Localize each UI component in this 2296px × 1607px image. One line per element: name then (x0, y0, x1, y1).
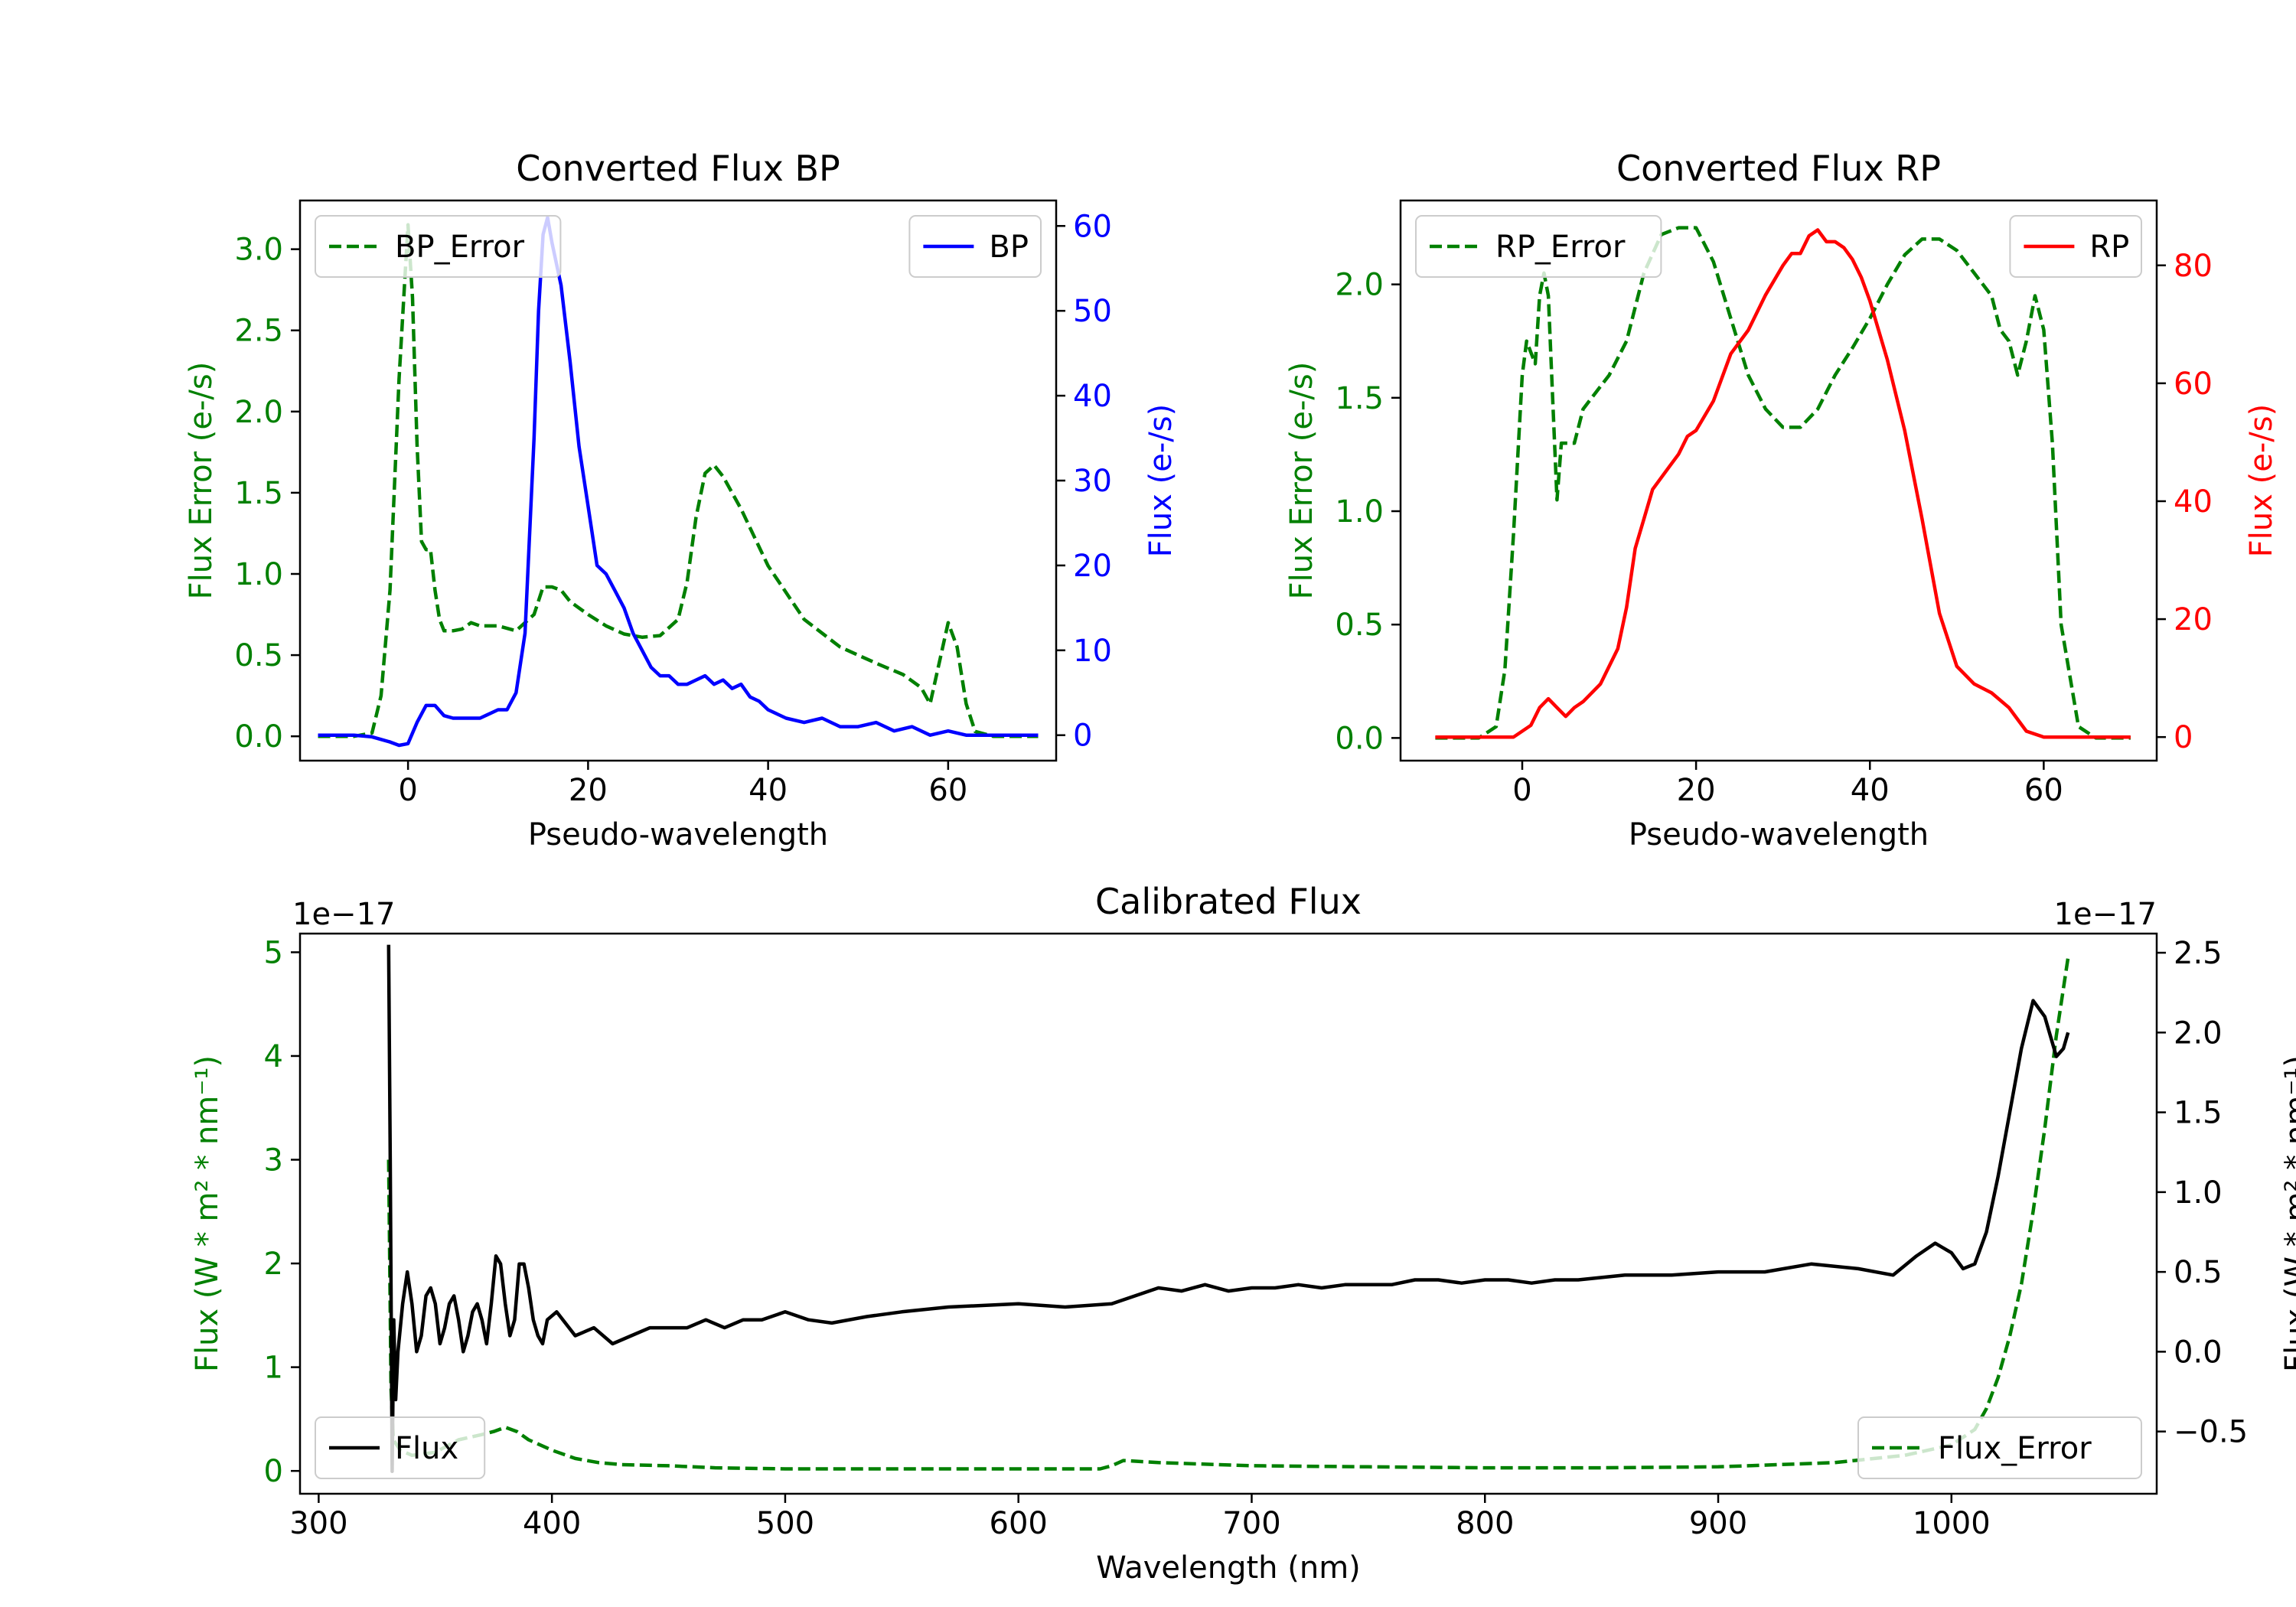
y-left-offset-label: 1e−17 (292, 897, 395, 932)
series-line-bp-error (318, 223, 1039, 738)
x-tick-label: 400 (523, 1506, 581, 1541)
x-tick-label: 500 (756, 1506, 814, 1541)
calibrated-chart: Calibrated Flux 300 400 500 600 700 800 900 1000… (190, 881, 2296, 1586)
y-left-tick-label: 0.0 (1335, 721, 1384, 756)
legend-rp-error: RP_Error (1415, 215, 1662, 278)
x-tick-label: 700 (1222, 1506, 1280, 1541)
legend-box (1857, 1416, 2142, 1479)
y-left-tick-label: 0.0 (234, 719, 283, 755)
x-axis-label: Wavelength (nm) (1096, 1550, 1361, 1586)
y-left-tick-label: 1.0 (1335, 494, 1384, 530)
y-right-tick-label: 60 (1073, 209, 1112, 244)
rp-chart: Converted Flux RP 0 20 40 60 Pseudo-wavelengt… (1284, 148, 2279, 852)
y-right-tick-label: 10 (1073, 634, 1112, 669)
legend-box (1415, 215, 1662, 278)
y-right-tick-label: 50 (1073, 294, 1112, 329)
y-right-tick-label: 20 (2174, 602, 2213, 637)
y-left-tick-label: 4 (264, 1039, 283, 1074)
y-right-tick-label: 2.0 (2174, 1015, 2223, 1051)
x-tick-label: 20 (569, 773, 608, 808)
legend-label: BP_Error (395, 230, 525, 265)
legend-flux-error: Flux_Error (1857, 1416, 2142, 1479)
y-left-tick-label: 2.5 (234, 314, 283, 349)
legend-label: RP (2089, 230, 2129, 265)
y-right-tick-label: 80 (2174, 249, 2213, 284)
y-right-offset-label: 1e−17 (2054, 897, 2157, 932)
legend-bp-error: BP_Error (315, 215, 562, 278)
legend-rp: RP (2009, 215, 2142, 278)
y-left-axis-label: Flux (W * m² * nm⁻¹) (190, 1055, 225, 1372)
y-right-tick-label: 2.5 (2174, 936, 2223, 971)
y-left-tick-label: 1 (264, 1351, 283, 1386)
y-left-tick-label: 0.5 (1335, 608, 1384, 643)
y-left-tick-label: 1.0 (234, 557, 283, 592)
chart-title: Converted Flux BP (516, 148, 840, 189)
legend-box (2009, 215, 2142, 278)
legend-box (315, 215, 562, 278)
y-right-tick-label: 60 (2174, 367, 2213, 402)
x-tick-label: 40 (748, 773, 788, 808)
y-right-tick-label: −0.5 (2174, 1415, 2248, 1450)
y-left-axis-label: Flux Error (e-/s) (184, 362, 219, 600)
series-group (1435, 226, 2131, 740)
legend-label: BP (989, 230, 1029, 265)
legend-label: Flux_Error (1938, 1431, 2092, 1466)
bp-chart: Converted Flux BP 0 20 40 60 Pseudo-wavelengt… (184, 148, 1179, 852)
y-left-tick-label: 2.0 (1335, 268, 1384, 303)
x-tick-label: 900 (1689, 1506, 1747, 1541)
series-group (318, 215, 1039, 748)
x-tick-label: 600 (990, 1506, 1048, 1541)
y-right-tick-label: 0.5 (2174, 1255, 2223, 1290)
plot-frame (1399, 199, 2158, 762)
y-left-tick-label: 2 (264, 1247, 283, 1282)
y-right-tick-label: 1.5 (2174, 1096, 2223, 1131)
y-left-tick-label: 5 (264, 935, 283, 970)
legend-box (315, 1416, 486, 1479)
x-tick-label: 1000 (1913, 1506, 1991, 1541)
x-tick-label: 0 (1512, 773, 1531, 808)
x-axis-label: Pseudo-wavelength (1629, 817, 1929, 852)
y-left-axis-label: Flux Error (e-/s) (1284, 362, 1319, 600)
legend-box (908, 215, 1042, 278)
series-line-rp-error (1435, 226, 2131, 740)
x-tick-label: 800 (1456, 1506, 1514, 1541)
x-tick-label: 20 (1677, 773, 1716, 808)
legend-label: Flux (395, 1431, 458, 1466)
x-axis-label: Pseudo-wavelength (528, 817, 828, 852)
legend-flux: Flux (315, 1416, 486, 1479)
series-line-rp (1435, 228, 2131, 739)
x-tick-label: 300 (289, 1506, 347, 1541)
y-right-tick-label: 40 (2174, 484, 2213, 520)
y-right-axis-label: Flux (e-/s) (2244, 404, 2279, 557)
x-tick-label: 40 (1851, 773, 1890, 808)
legend-label: RP_Error (1495, 230, 1626, 265)
series-line-bp (318, 215, 1039, 748)
y-left-tick-label: 2.0 (234, 395, 283, 430)
y-right-tick-label: 0 (1073, 719, 1092, 754)
y-right-tick-label: 40 (1073, 379, 1112, 414)
y-left-tick-label: 3 (264, 1143, 283, 1178)
y-right-tick-label: 0.0 (2174, 1335, 2223, 1370)
y-right-tick-label: 30 (1073, 464, 1112, 499)
y-right-tick-label: 20 (1073, 549, 1112, 584)
x-tick-label: 60 (2024, 773, 2063, 808)
y-right-axis-label: Flux (W * m² * nm⁻¹) (2279, 1055, 2296, 1372)
y-left-tick-label: 0 (264, 1454, 283, 1489)
y-left-tick-label: 1.5 (234, 476, 283, 511)
plot-frame (298, 932, 2158, 1495)
y-right-tick-label: 0 (2174, 720, 2193, 755)
y-right-axis-label: Flux (e-/s) (1143, 404, 1179, 557)
y-left-tick-label: 0.5 (234, 638, 283, 673)
chart-title: Calibrated Flux (1095, 881, 1362, 922)
y-right-tick-label: 1.0 (2174, 1175, 2223, 1211)
y-left-tick-label: 3.0 (234, 233, 283, 268)
chart-title: Converted Flux RP (1616, 148, 1941, 189)
y-left-tick-label: 1.5 (1335, 381, 1384, 416)
legend-bp: BP (908, 215, 1042, 278)
series-line-flux (386, 944, 2070, 1474)
x-tick-label: 60 (928, 773, 967, 808)
x-tick-label: 0 (398, 773, 417, 808)
